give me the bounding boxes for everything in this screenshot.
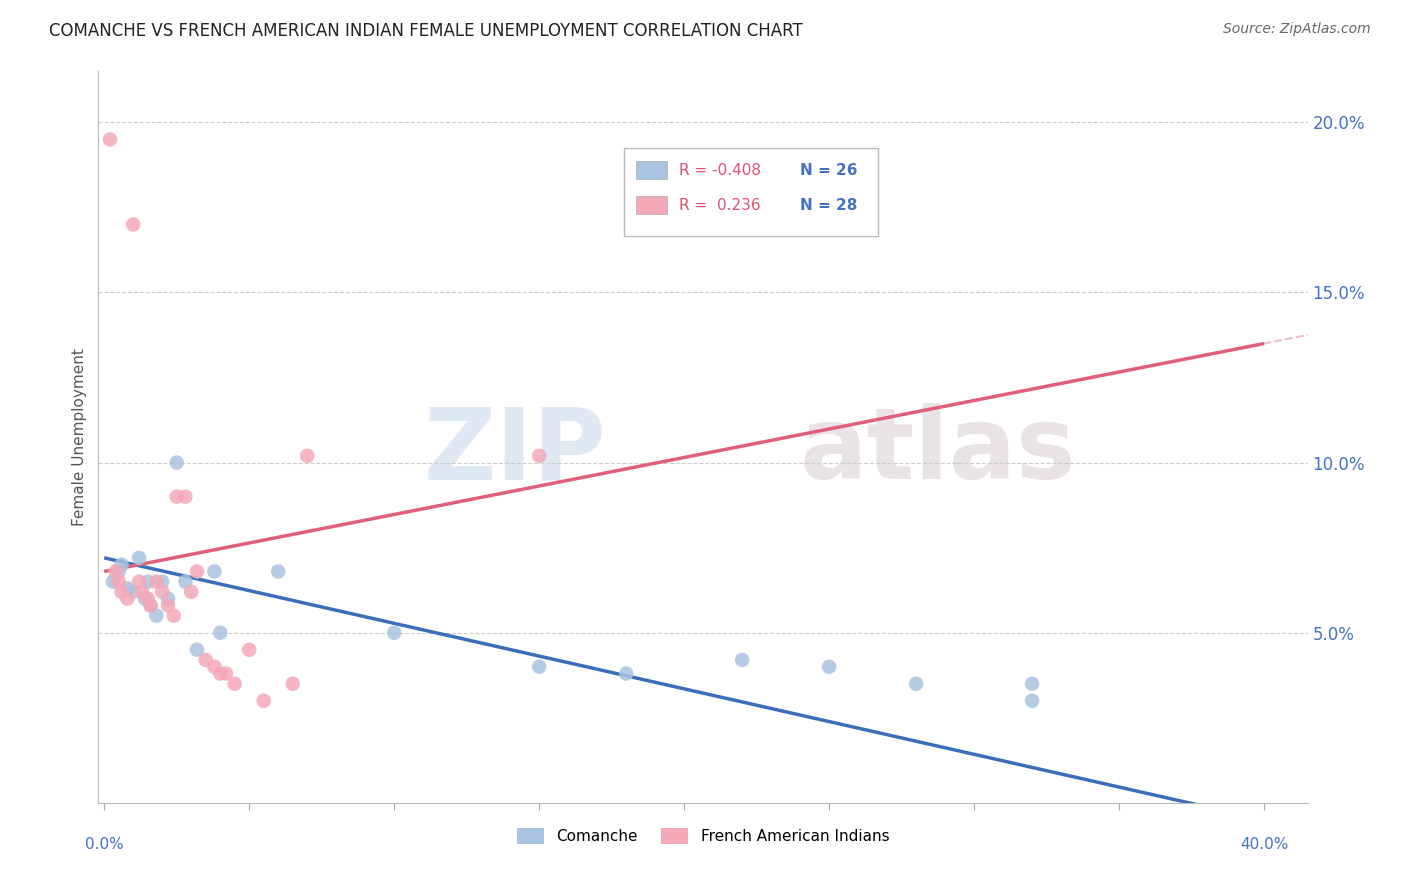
Point (101, 574, 124, 589)
Point (253, 694, 276, 708)
Point (145, 608, 167, 623)
Text: Source: ZipAtlas.com: Source: ZipAtlas.com (1223, 22, 1371, 37)
Point (527, 659, 550, 673)
Text: R =  0.236: R = 0.236 (679, 198, 761, 212)
Point (128, 550, 150, 565)
Legend: Comanche, French American Indians: Comanche, French American Indians (510, 822, 896, 850)
Text: ZIP: ZIP (423, 403, 606, 500)
Point (110, 585, 132, 599)
Point (224, 677, 246, 691)
Point (180, 585, 202, 599)
Point (107, 574, 129, 589)
Point (139, 599, 162, 613)
Point (150, 574, 173, 589)
Point (202, 659, 225, 673)
Point (150, 585, 173, 599)
Point (128, 574, 150, 589)
Point (1021, 694, 1043, 708)
Point (117, 591, 139, 606)
Y-axis label: Female Unemployment: Female Unemployment (72, 348, 87, 526)
Point (382, 625, 405, 640)
FancyBboxPatch shape (637, 161, 666, 179)
Point (614, 666, 637, 681)
Point (166, 490, 188, 504)
FancyBboxPatch shape (637, 195, 666, 214)
Text: R = -0.408: R = -0.408 (679, 162, 761, 178)
Point (281, 677, 304, 691)
Point (238, 642, 260, 657)
Text: N = 26: N = 26 (800, 162, 858, 178)
Point (131, 585, 153, 599)
Point (731, 653, 754, 667)
Point (166, 456, 188, 470)
Text: 0.0%: 0.0% (84, 837, 124, 852)
Point (527, 449, 550, 463)
Point (209, 625, 232, 640)
Point (145, 574, 167, 589)
FancyBboxPatch shape (624, 148, 879, 235)
Point (122, 585, 145, 599)
Point (186, 642, 208, 657)
Point (186, 565, 208, 579)
Point (1021, 677, 1043, 691)
Point (174, 574, 197, 589)
Text: 40.0%: 40.0% (1240, 837, 1288, 852)
Text: atlas: atlas (800, 403, 1077, 500)
Point (136, 574, 159, 589)
Point (215, 666, 238, 681)
Point (136, 591, 159, 606)
Point (117, 582, 139, 596)
Point (295, 449, 318, 463)
Point (818, 659, 841, 673)
Point (209, 666, 232, 681)
Point (202, 565, 225, 579)
Point (905, 677, 928, 691)
Point (107, 565, 129, 579)
Point (156, 591, 179, 606)
Text: N = 28: N = 28 (800, 198, 858, 212)
Point (139, 599, 162, 613)
Point (194, 653, 217, 667)
Point (110, 558, 132, 572)
Point (104, 565, 127, 579)
Point (156, 599, 179, 613)
Point (163, 608, 186, 623)
Point (122, 218, 145, 232)
Point (174, 490, 197, 504)
Point (134, 591, 156, 606)
Point (267, 565, 290, 579)
Point (98, 132, 121, 146)
Text: COMANCHE VS FRENCH AMERICAN INDIAN FEMALE UNEMPLOYMENT CORRELATION CHART: COMANCHE VS FRENCH AMERICAN INDIAN FEMAL… (49, 22, 803, 40)
